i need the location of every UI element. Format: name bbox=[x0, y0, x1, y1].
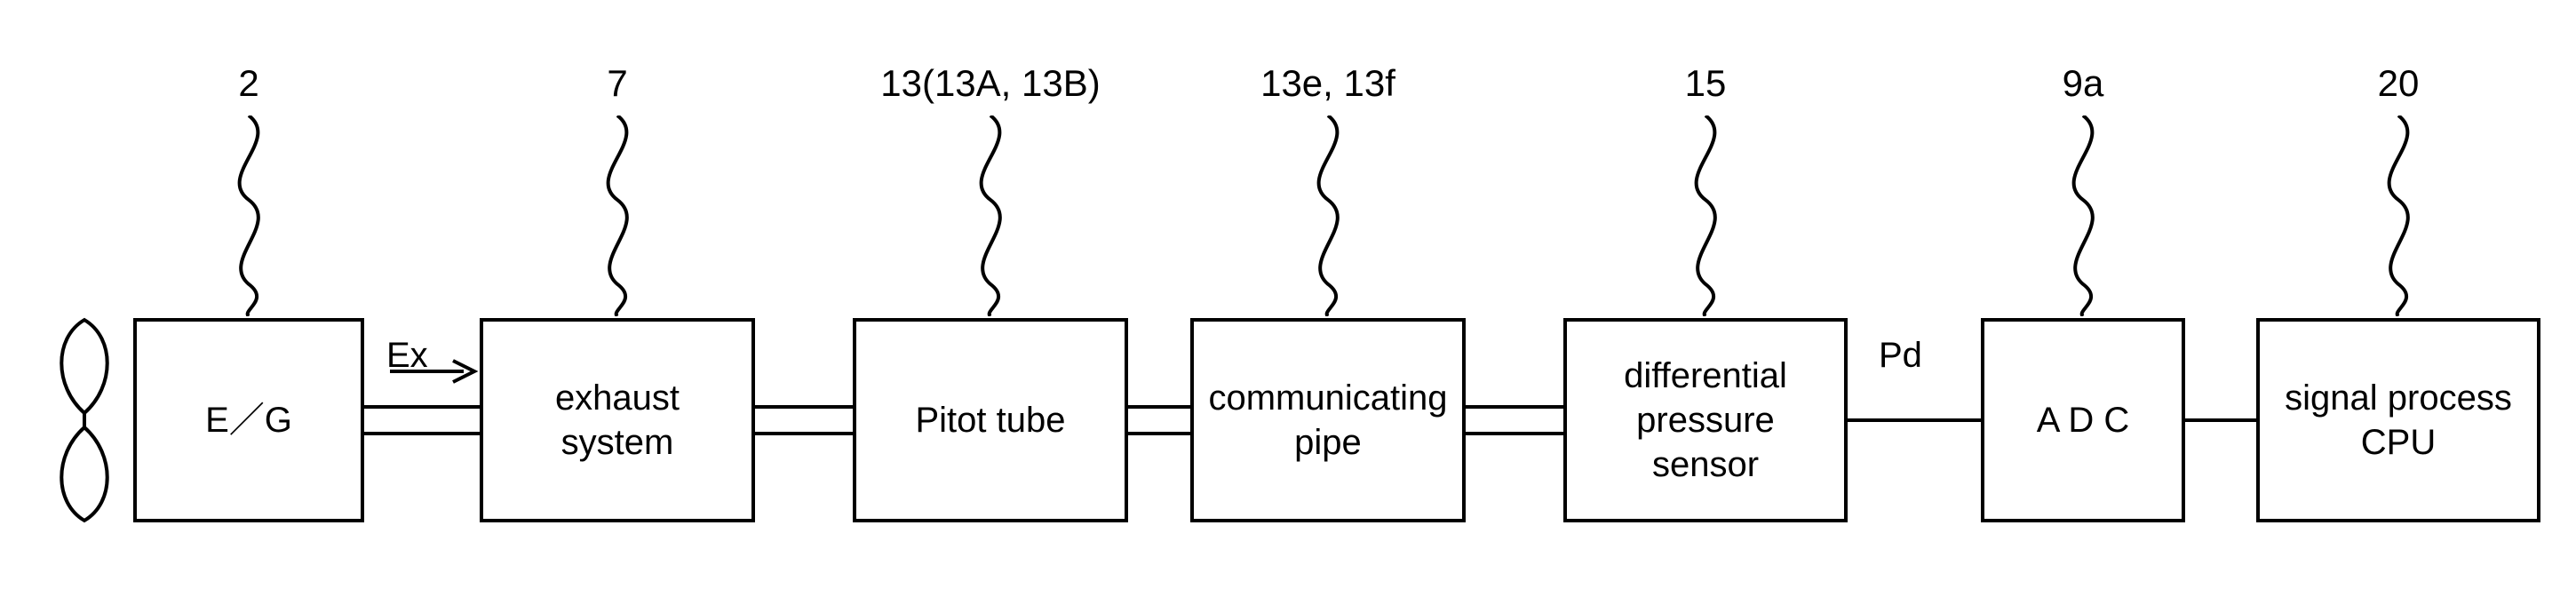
block-eg: E／G bbox=[133, 318, 364, 522]
connector-double bbox=[364, 405, 480, 435]
block-exhaust: exhaust system bbox=[480, 318, 755, 522]
block-pitot: Pitot tube bbox=[853, 318, 1128, 522]
block-dps: differential pressure sensor bbox=[1563, 318, 1848, 522]
leader-squiggle bbox=[1670, 115, 1741, 321]
block-label-cpu: signal process CPU bbox=[2278, 376, 2519, 465]
block-label-dps: differential pressure sensor bbox=[1617, 354, 1794, 487]
leader-squiggle bbox=[2047, 115, 2119, 321]
leader-squiggle bbox=[582, 115, 653, 321]
connector-double bbox=[755, 405, 853, 435]
ref-label-pitot: 13(13A, 13B) bbox=[848, 62, 1133, 105]
ref-label-exhaust: 7 bbox=[475, 62, 759, 105]
block-label-pitot: Pitot tube bbox=[908, 398, 1072, 442]
ref-label-adc: 9a bbox=[1941, 62, 2225, 105]
block-cpu: signal process CPU bbox=[2256, 318, 2540, 522]
leader-squiggle bbox=[2363, 115, 2434, 321]
leader-squiggle bbox=[955, 115, 1026, 321]
connector-label-pd: Pd bbox=[1879, 336, 1922, 376]
connector-double bbox=[1466, 405, 1563, 435]
block-diagram: E／G 2 exhaust system 7 Pitot tube 13(13A, 1… bbox=[0, 0, 2576, 605]
block-label-adc: A D C bbox=[2030, 398, 2136, 442]
block-label-exhaust: exhaust system bbox=[548, 376, 687, 465]
leader-squiggle bbox=[213, 115, 284, 321]
block-label-comm: communicating pipe bbox=[1201, 376, 1454, 465]
ref-label-cpu: 20 bbox=[2256, 62, 2540, 105]
ex-arrow-icon bbox=[386, 354, 480, 394]
ref-label-dps: 15 bbox=[1563, 62, 1848, 105]
connector-double bbox=[1128, 405, 1190, 435]
block-adc: A D C bbox=[1981, 318, 2185, 522]
block-label-eg: E／G bbox=[198, 398, 299, 442]
ref-label-eg: 2 bbox=[107, 62, 391, 105]
block-comm: communicating pipe bbox=[1190, 318, 1466, 522]
connector-single bbox=[1848, 418, 1981, 422]
connector-single bbox=[2185, 418, 2256, 422]
leader-squiggle bbox=[1292, 115, 1364, 321]
ref-label-comm: 13e, 13f bbox=[1186, 62, 1470, 105]
propeller-icon bbox=[16, 313, 153, 532]
